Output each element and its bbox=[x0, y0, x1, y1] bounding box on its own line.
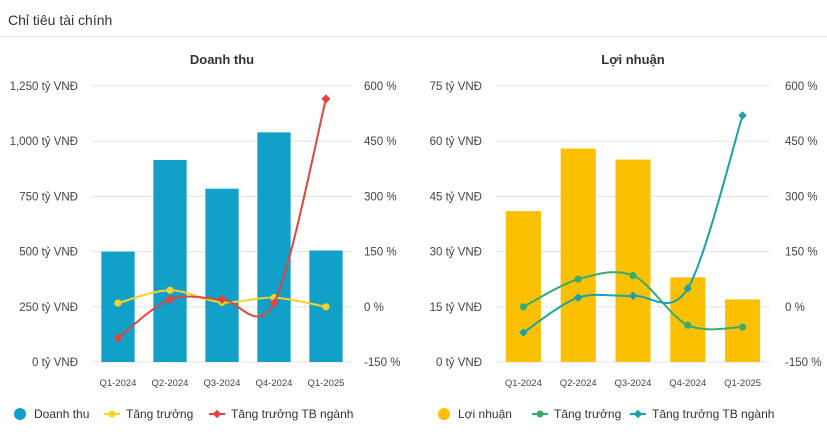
profit-growth-point bbox=[684, 321, 692, 329]
y-left-tick-label: 0 tỷ VNĐ bbox=[436, 357, 482, 369]
y-right-tick-label: -150 % bbox=[364, 357, 400, 369]
profit-growth-point bbox=[739, 323, 747, 331]
revenue-bar bbox=[153, 159, 187, 362]
x-tick-label: Q2-2024 bbox=[560, 378, 597, 389]
x-tick-label: Q1-2025 bbox=[724, 378, 761, 389]
y-left-tick-label: 500 tỷ VNĐ bbox=[19, 247, 78, 259]
legend-label: Tăng trưởng bbox=[554, 407, 621, 421]
legend-item: Tăng trưởng TB ngành bbox=[209, 407, 353, 421]
profit-growth-point bbox=[629, 271, 637, 280]
x-tick-label: Q1-2024 bbox=[100, 378, 137, 389]
profit-industry-growth-point bbox=[573, 293, 583, 302]
y-left-tick-label: 45 tỷ VNĐ bbox=[430, 191, 482, 203]
legend-swatch-marker bbox=[536, 410, 544, 418]
revenue-industry-growth-point bbox=[217, 294, 227, 304]
legend-label: Tăng trưởng bbox=[126, 407, 193, 421]
title-divider bbox=[0, 36, 827, 37]
profit-industry-growth-point bbox=[519, 328, 528, 337]
y-right-tick-label: 0 % bbox=[364, 302, 384, 314]
revenue-industry-growth-point bbox=[165, 294, 175, 304]
y-right-tick-label: 300 % bbox=[364, 191, 397, 203]
y-right-tick-label: 300 % bbox=[785, 191, 818, 203]
profit-industry-growth-point bbox=[628, 291, 638, 301]
profit-bar bbox=[560, 148, 596, 362]
revenue-chart: Doanh thu 0 tỷ VNĐ 250 tỷ VNĐ 500 tỷ VNĐ 750… bbox=[10, 52, 401, 421]
y-right-tick-label: -150 % bbox=[785, 357, 821, 369]
y-left-tick-label: 750 tỷ VNĐ bbox=[19, 191, 78, 203]
legend-label: Tăng trưởng TB ngành bbox=[231, 407, 353, 421]
y-right-tick-label: 450 % bbox=[364, 136, 397, 148]
legend-item: Lợi nhuận bbox=[438, 407, 512, 421]
profit-industry-growth-point bbox=[683, 284, 693, 293]
y-right-tick-label: 0 % bbox=[785, 302, 805, 314]
profit-growth-point bbox=[519, 303, 527, 311]
x-tick-label: Q2-2024 bbox=[152, 378, 189, 389]
profit-industry-growth-line bbox=[522, 115, 744, 334]
revenue-industry-growth-point bbox=[113, 333, 123, 343]
profit-chart: Lợi nhuận 0 tỷ VNĐ 15 tỷ VNĐ 30 tỷ VNĐ 45 tỷ… bbox=[430, 52, 822, 421]
revenue-bar bbox=[101, 251, 135, 362]
x-tick-label: Q4-2024 bbox=[669, 378, 706, 389]
legend-label: Doanh thu bbox=[34, 407, 89, 421]
legend-swatch bbox=[14, 408, 26, 420]
profit-industry-growth-point bbox=[738, 111, 747, 120]
page-title: Chỉ tiêu tài chính bbox=[8, 12, 113, 28]
legend-item: Doanh thu bbox=[14, 407, 89, 421]
legend-item: Tăng trưởng bbox=[532, 407, 621, 421]
y-right-tick-label: 150 % bbox=[364, 247, 397, 259]
x-tick-label: Q3-2024 bbox=[204, 378, 241, 389]
revenue-industry-growth-point bbox=[321, 94, 331, 104]
legend-label: Lợi nhuận bbox=[458, 407, 512, 421]
revenue-growth-point bbox=[166, 286, 174, 294]
y-right-tick-label: 150 % bbox=[785, 247, 818, 259]
y-left-tick-label: 60 tỷ VNĐ bbox=[430, 136, 482, 148]
y-right-tick-label: 600 % bbox=[364, 81, 397, 93]
y-left-tick-label: 1,000 tỷ VNĐ bbox=[10, 136, 78, 148]
revenue-bar bbox=[205, 188, 239, 362]
chart-title: Lợi nhuận bbox=[601, 52, 664, 67]
legend-item: Tăng trưởng bbox=[104, 407, 193, 421]
chart-title: Doanh thu bbox=[190, 52, 254, 67]
legend-label: Tăng trưởng TB ngành bbox=[652, 407, 774, 421]
legend-swatch-marker bbox=[212, 409, 222, 419]
x-tick-label: Q4-2024 bbox=[256, 378, 293, 389]
revenue-growth-point bbox=[114, 299, 122, 307]
x-tick-label: Q3-2024 bbox=[615, 378, 652, 389]
profit-bar bbox=[615, 159, 651, 362]
x-tick-label: Q1-2025 bbox=[308, 378, 345, 389]
y-left-tick-label: 75 tỷ VNĐ bbox=[430, 81, 482, 93]
legend-swatch bbox=[438, 408, 450, 420]
profit-growth-point bbox=[574, 275, 582, 283]
y-left-tick-label: 15 tỷ VNĐ bbox=[430, 302, 482, 314]
y-left-tick-label: 250 tỷ VNĐ bbox=[19, 302, 78, 314]
revenue-growth-point bbox=[322, 303, 330, 311]
legend-swatch-marker bbox=[633, 409, 643, 419]
y-left-tick-label: 30 tỷ VNĐ bbox=[430, 247, 482, 259]
revenue-bar bbox=[257, 132, 291, 362]
legend-swatch-marker bbox=[108, 410, 116, 418]
revenue-industry-growth-line bbox=[117, 98, 327, 339]
legend-item: Tăng trưởng TB ngành bbox=[630, 407, 774, 421]
y-left-tick-label: 1,250 tỷ VNĐ bbox=[10, 81, 78, 93]
profit-bar bbox=[505, 211, 541, 362]
profit-bar bbox=[725, 299, 761, 362]
y-right-tick-label: 450 % bbox=[785, 136, 818, 148]
y-right-tick-label: 600 % bbox=[785, 81, 818, 93]
x-tick-label: Q1-2024 bbox=[505, 378, 542, 389]
y-left-tick-label: 0 tỷ VNĐ bbox=[32, 357, 78, 369]
